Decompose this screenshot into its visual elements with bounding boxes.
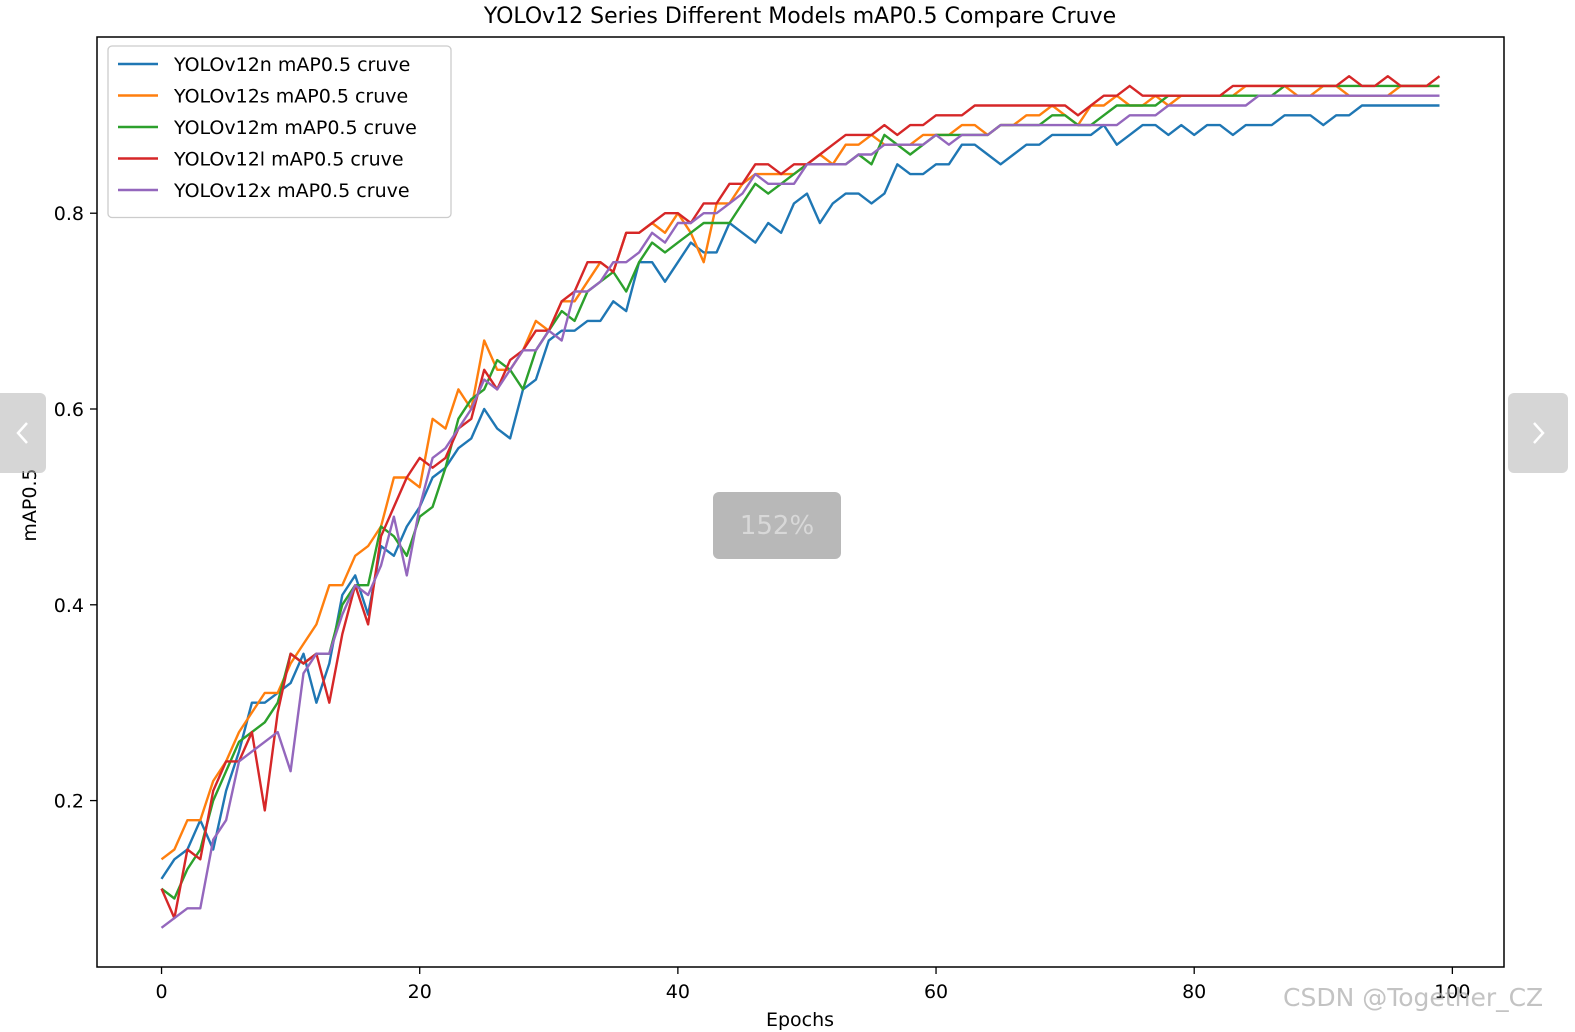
x-tick-label: 60 [924, 981, 948, 1003]
y-tick-label: 0.6 [54, 399, 84, 421]
prev-image-button[interactable] [0, 393, 46, 473]
legend-label: YOLOv12s mAP0.5 cruve [173, 86, 408, 108]
plot-area [96, 36, 1505, 968]
chart-title: YOLOv12 Series Different Models mAP0.5 C… [483, 4, 1116, 29]
x-axis-ticks: 0 20 40 60 80 100 [155, 967, 1470, 1003]
legend-label: YOLOv12n mAP0.5 cruve [173, 54, 410, 76]
legend-box [107, 45, 452, 219]
legend-label: YOLOv12x mAP0.5 cruve [173, 180, 410, 202]
watermark: CSDN @Together_CZ [1283, 983, 1544, 1012]
x-tick-label: 100 [1434, 981, 1470, 1003]
zoom-level-badge: 152% [713, 492, 841, 559]
x-axis-label: Epochs [766, 1009, 834, 1031]
y-tick-label: 0.4 [54, 595, 84, 617]
series-line-2 [160, 84, 1440, 900]
legend: YOLOv12n mAP0.5 cruve YOLOv12s mAP0.5 cru… [107, 45, 452, 219]
chevron-right-icon [1533, 422, 1545, 444]
next-image-button[interactable] [1508, 393, 1568, 473]
y-axis-label: mAP0.5 [19, 468, 41, 541]
chevron-left-icon [16, 422, 28, 444]
y-tick-label: 0.2 [54, 791, 84, 813]
series-lines [160, 74, 1441, 929]
x-tick-label: 80 [1182, 981, 1206, 1003]
y-tick-label: 0.8 [54, 203, 84, 225]
series-line-4 [160, 94, 1440, 929]
x-tick-label: 40 [666, 981, 690, 1003]
legend-label: YOLOv12m mAP0.5 cruve [173, 117, 417, 139]
x-tick-label: 0 [155, 981, 167, 1003]
x-tick-label: 20 [408, 981, 432, 1003]
y-axis-ticks: 0.2 0.4 0.6 0.8 [54, 203, 97, 813]
legend-label: YOLOv12l mAP0.5 cruve [173, 149, 404, 171]
